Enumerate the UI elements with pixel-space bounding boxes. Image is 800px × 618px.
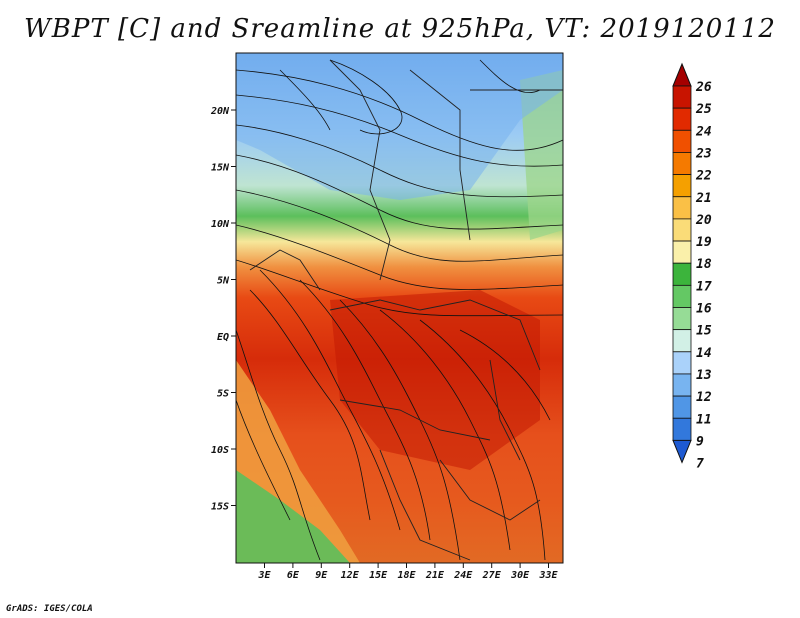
lat-tick-label: 5S: [217, 389, 229, 400]
lon-tick-label: 30E: [510, 570, 530, 581]
colorbar-label: 16: [696, 302, 712, 317]
warm-core-region: [330, 290, 540, 470]
lon-tick-label: 21E: [425, 570, 445, 581]
lat-tick-label: 15S: [211, 502, 229, 513]
colorbar-label: 22: [695, 169, 712, 184]
lon-tick-label: 6E: [287, 570, 300, 581]
latitude-axis: 20N 15N 10N 5N EQ 5S 10S 15S: [210, 106, 236, 513]
colorbar-label: 23: [695, 146, 712, 161]
map-border: [235, 52, 564, 564]
colorbar-segment: [672, 174, 692, 198]
colorbar-segment: [672, 85, 692, 109]
lat-tick-label: 20N: [210, 106, 230, 117]
lat-tick-label: EQ: [217, 332, 229, 343]
colorbar-label: 7: [696, 457, 704, 472]
colorbar-segment: [672, 107, 692, 131]
lat-tick-label: 15N: [211, 163, 230, 174]
lon-tick-label: 12E: [341, 570, 360, 581]
colorbar-label: 9: [696, 434, 704, 449]
map-frame: [235, 52, 564, 564]
streamlines: [236, 59, 563, 561]
colorbar-bottom-arrow: [672, 439, 692, 464]
longitude-axis: 3E 6E 9E 12E 15E 18E 21E 24E 27E 30E 33E: [257, 563, 559, 581]
southwest-green-region: [236, 470, 350, 563]
colorbar-label: 19: [696, 235, 712, 250]
colorbar-label: 18: [696, 257, 712, 272]
colorbar-label: 11: [696, 412, 712, 427]
colorbar-label: 26: [695, 80, 712, 95]
colorbar-label: 24: [695, 124, 712, 139]
lat-tick-label: 5N: [217, 276, 230, 287]
colorbar: 26 25 24 23 22 21 20 19 18 17 16 15 14 13 12 11 9 7: [672, 62, 712, 472]
colorbar-segment: [672, 329, 692, 353]
colorbar-segment: [672, 240, 692, 264]
colorbar-segment: [672, 196, 692, 220]
colorbar-segment: [672, 218, 692, 242]
colorbar-segment: [672, 129, 692, 153]
colorbar-label: 17: [696, 279, 712, 294]
map-title: WBPT [C] and Sreamline at 925hPa, VT: 20…: [24, 14, 776, 44]
lon-tick-label: 18E: [397, 570, 416, 581]
colorbar-segment: [672, 395, 692, 419]
colorbar-label: 15: [696, 324, 712, 339]
grads-credit: GrADS: IGES/COLA: [6, 604, 93, 614]
lat-tick-label: 10N: [211, 219, 230, 230]
colorbar-top-arrow: [672, 62, 692, 87]
colorbar-label: 12: [696, 390, 712, 405]
lon-tick-label: 27E: [482, 570, 502, 581]
country-borders: [249, 59, 563, 561]
colorbar-segment: [672, 373, 692, 397]
lat-tick-label: 10S: [211, 445, 229, 456]
colorbar-segment: [672, 307, 692, 331]
colorbar-segment: [672, 262, 692, 286]
colorbar-label: 14: [696, 346, 712, 361]
colorbar-segment: [672, 152, 692, 175]
colorbar-label: 13: [696, 368, 712, 383]
lon-tick-label: 9E: [315, 570, 328, 581]
colorbar-segment: [672, 417, 692, 441]
colorbar-label: 21: [695, 191, 712, 206]
colorbar-segment: [672, 351, 692, 375]
lon-tick-label: 24E: [453, 570, 473, 581]
colorbar-segment: [672, 284, 692, 308]
lon-tick-label: 15E: [369, 570, 388, 581]
colorbar-label: 25: [695, 102, 712, 117]
colorbar-label: 20: [695, 213, 712, 228]
lon-tick-label: 3E: [257, 570, 271, 581]
lon-tick-label: 33E: [538, 570, 558, 581]
